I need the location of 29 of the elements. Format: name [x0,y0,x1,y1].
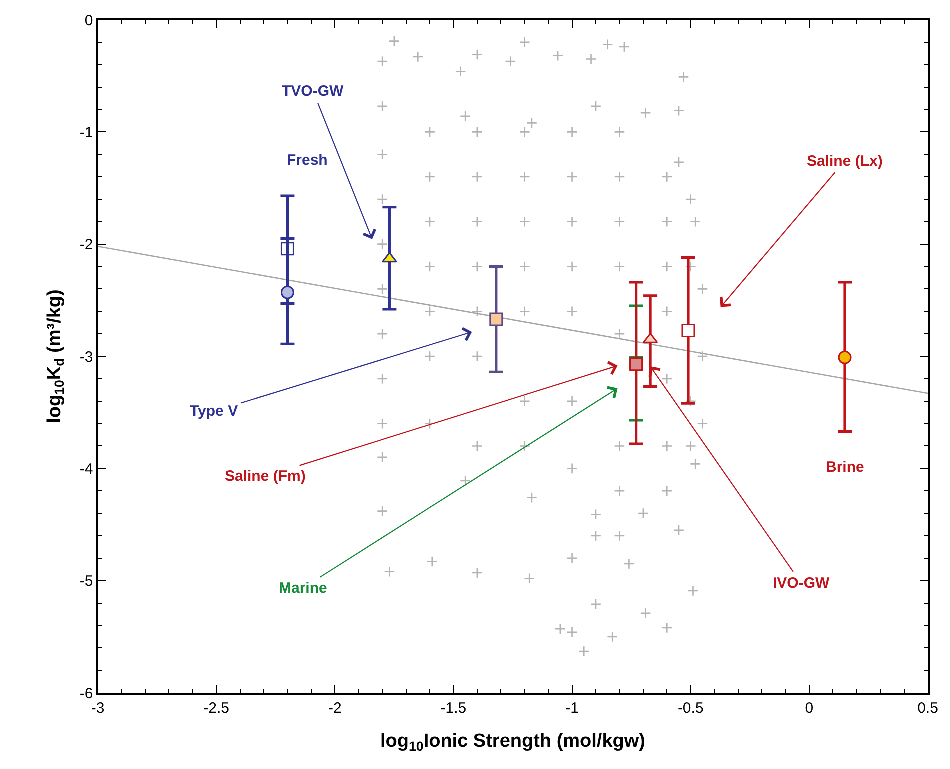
y-tick-label: -5 [80,573,94,590]
y-tick-label: -2 [80,236,94,254]
x-tick-label: -1.5 [440,700,467,717]
x-tick-label: 0 [805,700,814,717]
x-tick-label: -3 [91,700,105,717]
point [838,350,852,364]
annotation: Marine [279,580,328,597]
annotation: TVO-GW [282,83,344,100]
x-tick-label: -1 [566,700,579,717]
point [490,312,504,326]
y-tick-label: -4 [80,460,94,478]
point [280,286,294,300]
x-tick-label: -0.5 [678,700,704,717]
annotation: Type V [190,403,238,420]
y-tick-label: -1 [80,124,94,142]
annotation: Saline (Lx) [807,153,883,170]
x-axis-title: log$_{10}$Ionic Strength (mol/kgw) [380,731,646,754]
annotation: Fresh [287,152,328,169]
x-tick-label: -2.5 [204,700,230,717]
annotation: Brine [826,459,864,476]
y-tick-label: -3 [80,348,94,366]
annotation: IVO-GW [773,575,830,592]
y-tick-label: 0 [84,12,94,30]
point [682,324,696,338]
x-tick-label: -2 [328,700,342,717]
x-tick-label: 0.5 [918,700,938,717]
point [382,252,398,263]
annotation: Saline (Fm) [225,468,306,485]
y-tick-label: -6 [80,685,94,702]
